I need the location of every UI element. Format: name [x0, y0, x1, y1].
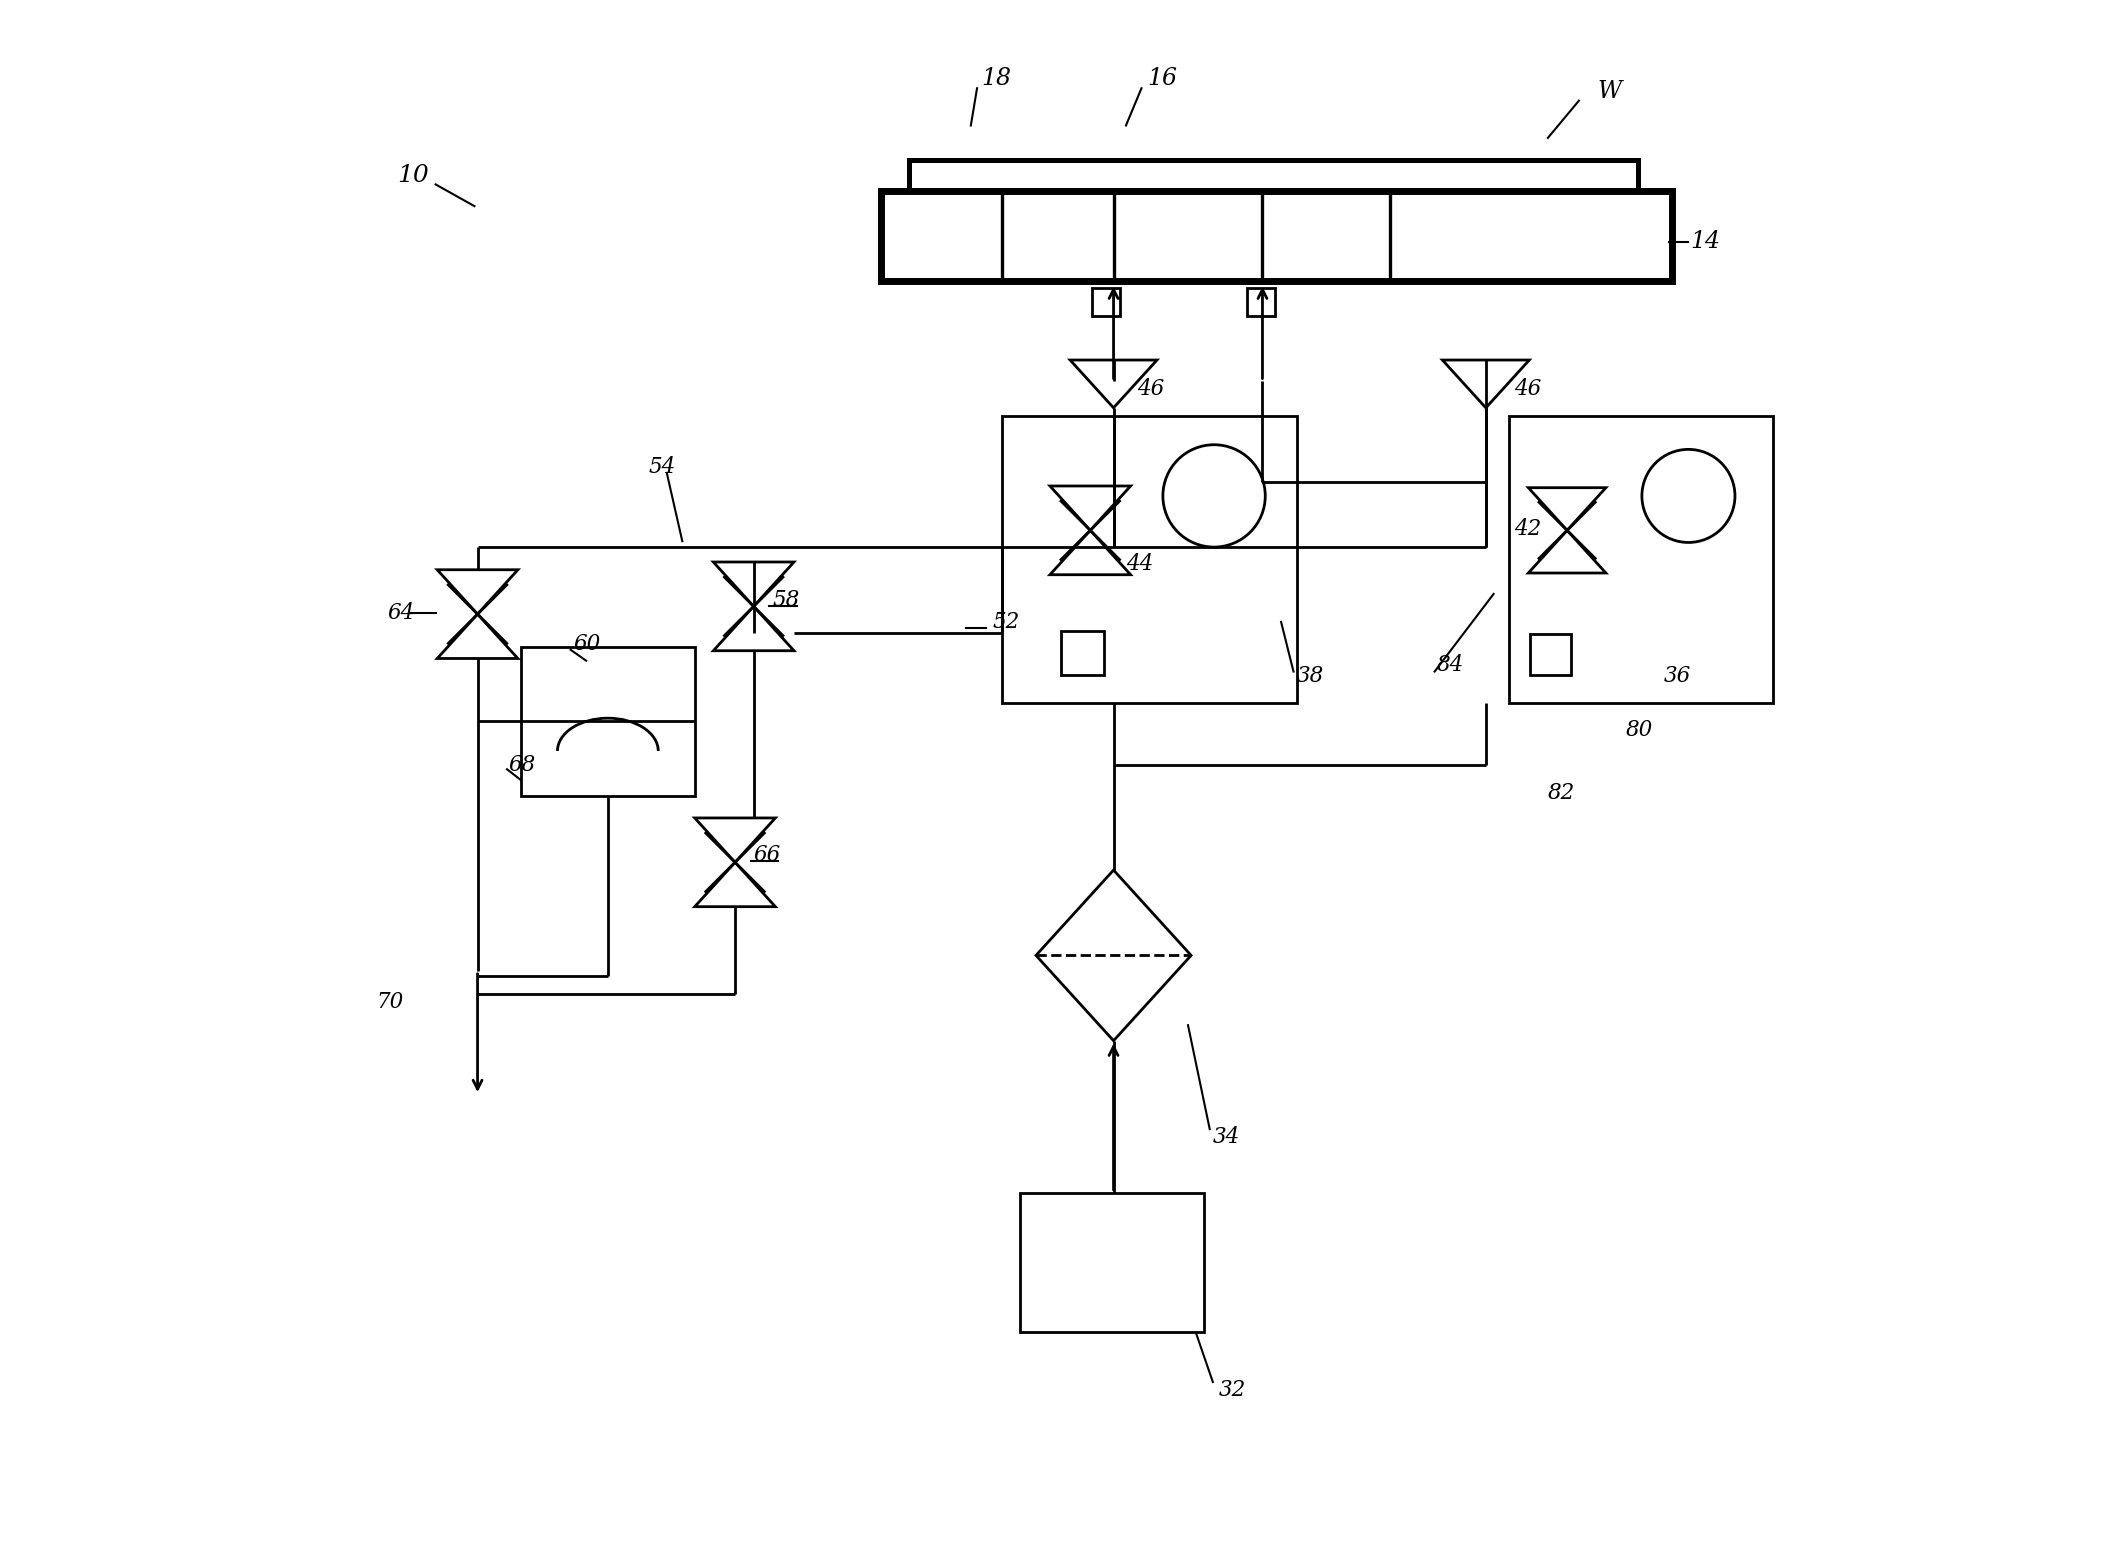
Text: 10: 10 [397, 163, 429, 186]
Text: 64: 64 [387, 601, 414, 623]
Bar [1531, 634, 1571, 674]
Bar [908, 160, 1638, 191]
Text: 18: 18 [982, 67, 1012, 90]
Text: 66: 66 [753, 844, 780, 866]
Bar [1020, 1193, 1203, 1332]
Text: 42: 42 [1514, 517, 1541, 539]
Text: 54: 54 [648, 455, 675, 477]
Bar [1091, 289, 1119, 317]
Text: 36: 36 [1663, 665, 1691, 687]
Text: 38: 38 [1298, 665, 1325, 687]
Text: W: W [1598, 79, 1621, 103]
Text: 82: 82 [1548, 782, 1575, 803]
Bar [881, 191, 1672, 281]
Bar [1060, 631, 1104, 674]
Text: 32: 32 [1220, 1378, 1247, 1400]
Bar [522, 646, 694, 796]
Text: 68: 68 [509, 754, 536, 775]
Text: 16: 16 [1148, 67, 1178, 90]
Text: 46: 46 [1138, 378, 1165, 401]
Text: 58: 58 [772, 589, 799, 611]
Text: 80: 80 [1626, 720, 1653, 741]
Text: 34: 34 [1213, 1127, 1241, 1148]
Text: 44: 44 [1125, 553, 1152, 575]
Text: 60: 60 [574, 632, 601, 654]
Text: 52: 52 [993, 611, 1020, 632]
Bar [1247, 289, 1274, 317]
Bar [1001, 415, 1298, 702]
Bar [1510, 415, 1773, 702]
Text: 46: 46 [1514, 378, 1541, 401]
Text: 70: 70 [376, 991, 404, 1013]
Text: 84: 84 [1436, 654, 1464, 676]
Text: 14: 14 [1691, 230, 1720, 253]
